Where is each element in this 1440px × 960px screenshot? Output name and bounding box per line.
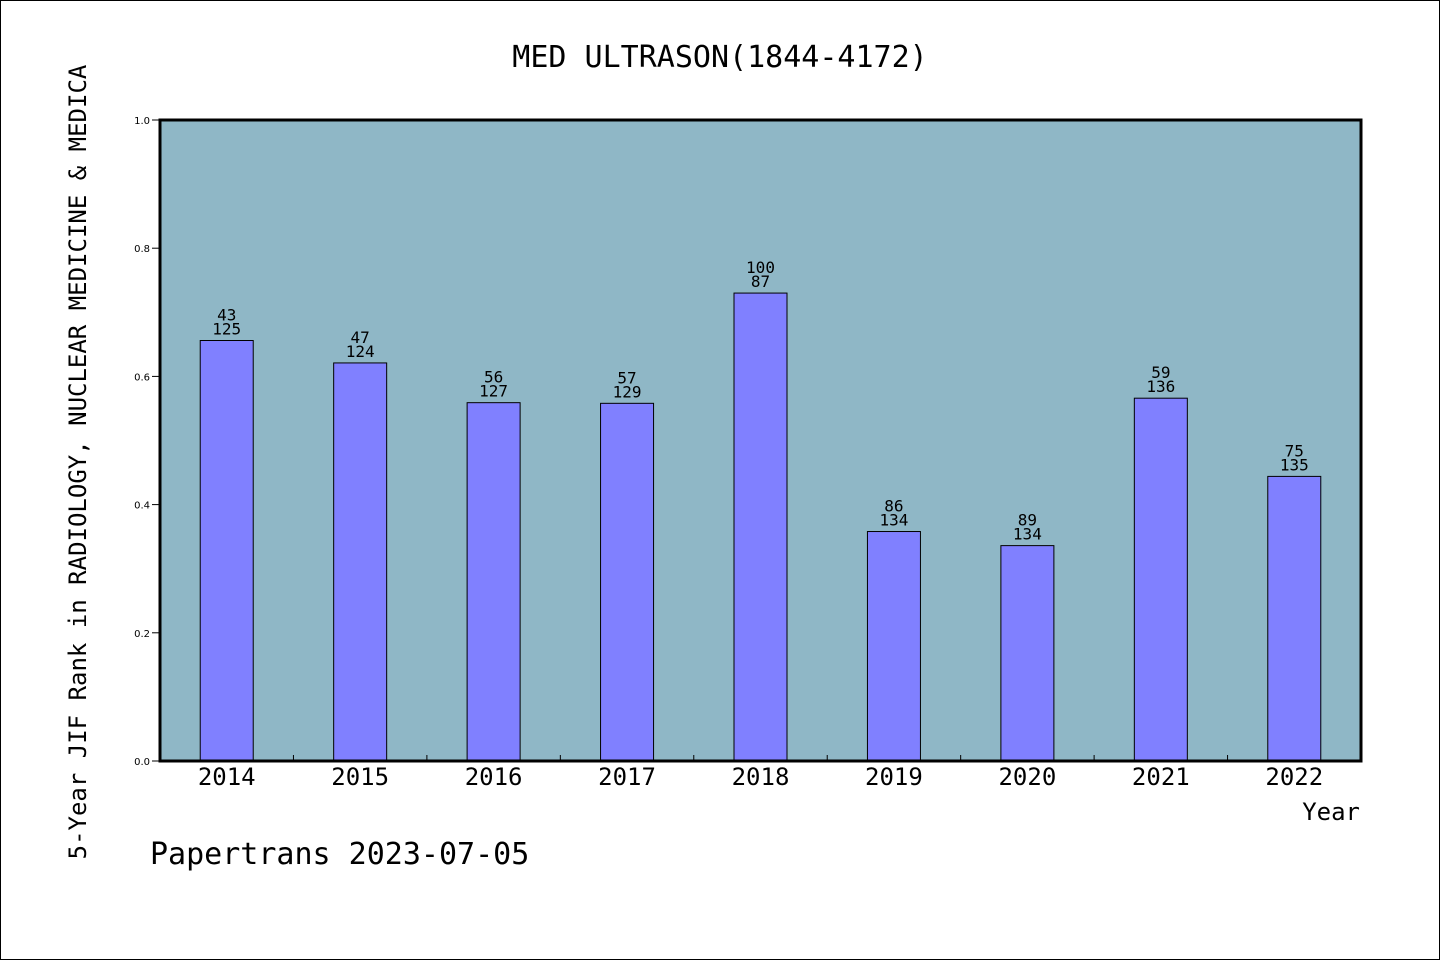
bar-2021 (1133, 397, 1188, 762)
x-tick-label-2016: 2016 (465, 763, 523, 791)
x-tick-label-2018: 2018 (732, 763, 790, 791)
plot-border (158, 118, 1363, 763)
rank-label-2017: 57 (617, 368, 636, 387)
rank-label-2021: 59 (1151, 363, 1170, 382)
x-tick-label-2014: 2014 (198, 763, 256, 791)
bar-2022 (1267, 475, 1322, 762)
y-axis-ticks: 0.0 0.2 0.4 0.6 0.8 1.0 (134, 116, 160, 768)
total-label-2019: 134 (879, 511, 908, 530)
total-label-2018: 87 (751, 272, 770, 291)
y-tick-label: 0.6 (134, 372, 150, 383)
x-tick-label-2021: 2021 (1132, 763, 1190, 791)
total-label-2021: 136 (1146, 377, 1175, 396)
watermark: Papertrans 2023-07-05 (150, 837, 529, 872)
bars-group (199, 292, 1322, 762)
rank-label-2015: 47 (351, 328, 370, 347)
x-tick-label-2015: 2015 (331, 763, 389, 791)
bar-2018 (733, 292, 788, 762)
total-label-2017: 129 (613, 382, 642, 401)
bar-2015 (333, 362, 388, 762)
x-axis-label: Year (1302, 798, 1360, 826)
y-tick-label: 0.8 (134, 244, 150, 255)
bar-2016 (466, 402, 521, 762)
rank-label-2019: 86 (884, 497, 903, 516)
rank-label-2014: 43 (217, 306, 236, 325)
rank-label-2020: 89 (1018, 511, 1037, 530)
bar-2014 (199, 340, 254, 762)
total-label-2020: 134 (1013, 525, 1042, 544)
rank-label-2018: 100 (746, 258, 775, 277)
total-label-2016: 127 (479, 382, 508, 401)
total-label-2015: 124 (346, 342, 375, 361)
bar-2020 (1000, 545, 1055, 762)
chart-title: MED ULTRASON(1844-4172) (512, 40, 927, 75)
y-tick-label: 0.0 (134, 757, 150, 768)
y-tick-label: 0.2 (134, 629, 150, 640)
x-axis-ticks: 2014 2015 2016 2017 2018 2019 2020 2021 2022 (198, 755, 1323, 791)
rank-label-2022: 75 (1285, 441, 1304, 460)
y-axis-label: 5-Year JIF Rank in RADIOLOGY, NUCLEAR ME… (64, 64, 92, 859)
x-tick-label-2020: 2020 (998, 763, 1056, 791)
x-tick-label-2017: 2017 (598, 763, 656, 791)
bar-2017 (600, 402, 655, 762)
rank-label-2016: 56 (484, 368, 503, 387)
y-tick-label: 1.0 (134, 116, 150, 127)
x-tick-label-2019: 2019 (865, 763, 923, 791)
total-label-2014: 125 (212, 320, 241, 339)
bar-2019 (866, 531, 921, 762)
x-tick-label-2022: 2022 (1265, 763, 1323, 791)
total-label-2022: 135 (1280, 455, 1309, 474)
y-tick-label: 0.4 (134, 501, 150, 512)
